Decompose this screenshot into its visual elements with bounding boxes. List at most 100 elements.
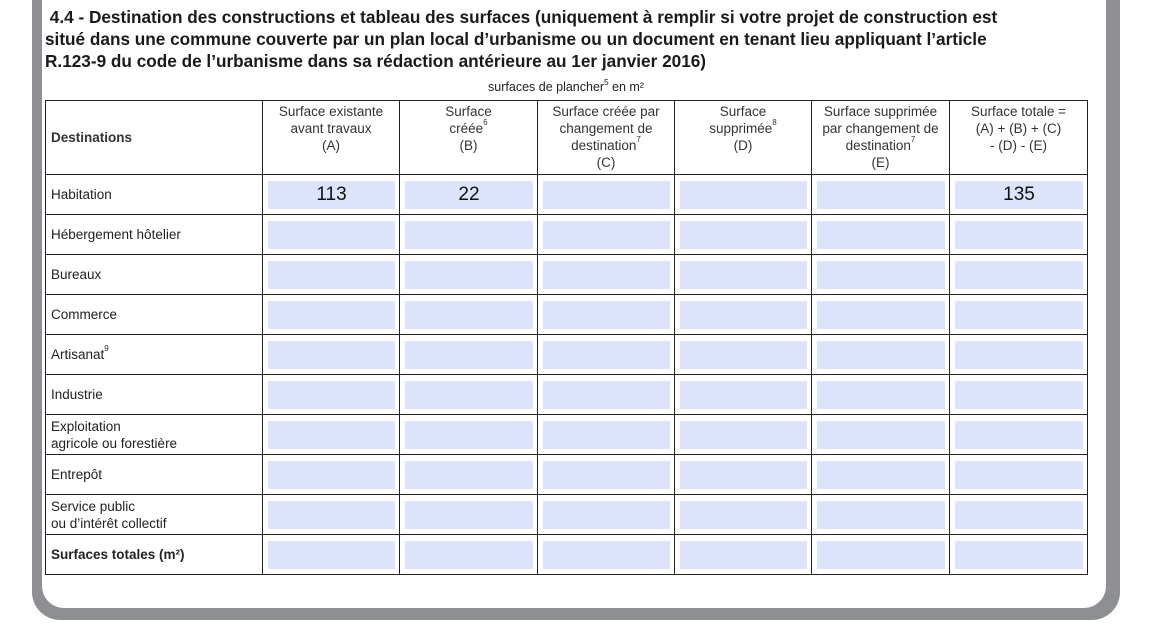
header-line: destination7: [812, 136, 949, 154]
surface-input[interactable]: [955, 220, 1083, 249]
surface-input[interactable]: [268, 420, 395, 449]
row-label: Hébergement hôtelier: [45, 214, 263, 255]
value-cell: [537, 534, 675, 575]
surface-input[interactable]: [955, 340, 1083, 369]
header-text: par changement de: [822, 121, 939, 136]
surface-input[interactable]: [543, 540, 670, 569]
value-cell: [811, 334, 950, 375]
surface-input[interactable]: [817, 340, 945, 369]
column-header: Surface totale = (A) + (B) + (C) - (D) - (…: [949, 100, 1088, 175]
row-label-line: Industrie: [51, 386, 262, 403]
surface-input[interactable]: [268, 380, 395, 409]
surface-input[interactable]: [268, 260, 395, 289]
surface-input[interactable]: [543, 340, 670, 369]
surface-input[interactable]: [955, 300, 1083, 329]
value-cell: [262, 294, 400, 335]
row-label-text: agricole ou forestière: [51, 435, 178, 451]
header-line: supprimée8: [675, 118, 811, 137]
surface-input[interactable]: [680, 220, 807, 249]
surface-input[interactable]: 135: [955, 180, 1083, 209]
row-label-line: Bureaux: [51, 266, 262, 283]
surface-input[interactable]: [817, 300, 945, 329]
header-text: créée: [449, 121, 484, 136]
surface-input[interactable]: [955, 380, 1083, 409]
row-label-text: Bureaux: [51, 267, 102, 282]
surface-input[interactable]: [955, 260, 1083, 289]
surface-input[interactable]: [817, 180, 945, 209]
surface-input[interactable]: [405, 380, 533, 409]
surface-input[interactable]: [955, 500, 1083, 529]
section-title-line: 4.4 - Destination des constructions et t…: [45, 7, 998, 27]
surface-input[interactable]: [405, 500, 533, 529]
surface-input[interactable]: [955, 460, 1083, 489]
value-cell: [674, 294, 812, 335]
surface-input[interactable]: [680, 340, 807, 369]
surface-input[interactable]: [405, 220, 533, 249]
surface-input[interactable]: [955, 420, 1083, 449]
surface-input[interactable]: [817, 380, 945, 409]
value-cell: [674, 414, 812, 455]
surface-input[interactable]: [268, 500, 395, 529]
surface-input[interactable]: [680, 460, 807, 489]
column-header: Surface supprimée par changement de destin…: [811, 100, 950, 175]
surfaces-table: Destinations Surface existante avant trava…: [45, 100, 1088, 575]
surface-input[interactable]: [405, 460, 533, 489]
surface-input[interactable]: [405, 300, 533, 329]
surface-input[interactable]: [817, 420, 945, 449]
surface-input[interactable]: [543, 220, 670, 249]
surface-input[interactable]: [543, 300, 670, 329]
surface-input[interactable]: 113: [268, 180, 395, 209]
surface-input[interactable]: 22: [405, 180, 533, 209]
surface-input[interactable]: [680, 500, 807, 529]
surface-input[interactable]: [405, 420, 533, 449]
surface-input[interactable]: [405, 260, 533, 289]
header-line: (B): [400, 137, 537, 154]
header-line: (A) + (B) + (C): [950, 120, 1087, 137]
surface-input[interactable]: [680, 380, 807, 409]
footnote-ref: 8: [772, 118, 777, 127]
header-text: (A) + (B) + (C): [975, 121, 1062, 136]
surface-input[interactable]: [817, 260, 945, 289]
value-cell: [811, 374, 950, 415]
surface-input[interactable]: [543, 500, 670, 529]
value-cell: [537, 494, 675, 535]
surface-input[interactable]: [543, 380, 670, 409]
surface-input[interactable]: [680, 540, 807, 569]
surface-input[interactable]: [817, 460, 945, 489]
surface-input[interactable]: [817, 220, 945, 249]
value-cell: [811, 294, 950, 335]
surface-input[interactable]: [680, 420, 807, 449]
surface-input[interactable]: [680, 260, 807, 289]
surface-input[interactable]: [405, 540, 533, 569]
value-cell: [399, 374, 538, 415]
surface-input[interactable]: [543, 460, 670, 489]
section-title-line: situé dans une commune couverte par un p…: [45, 29, 987, 49]
surface-input[interactable]: [268, 340, 395, 369]
value-cell: [949, 374, 1088, 415]
surface-input[interactable]: [405, 340, 533, 369]
header-line: Surface: [400, 103, 537, 120]
value-cell: [399, 254, 538, 295]
row-label: Artisanat9: [45, 334, 263, 375]
surface-input[interactable]: [268, 220, 395, 249]
surface-input[interactable]: [543, 260, 670, 289]
surface-input[interactable]: [680, 300, 807, 329]
surface-input[interactable]: [955, 540, 1083, 569]
surface-input[interactable]: [268, 540, 395, 569]
value-cell: [674, 334, 812, 375]
row-label-line: Commerce: [51, 306, 262, 323]
header-line: (E): [812, 154, 949, 171]
surface-input[interactable]: [543, 420, 670, 449]
surface-input[interactable]: [268, 300, 395, 329]
surface-input[interactable]: [268, 460, 395, 489]
header-text: Surface existante: [278, 104, 384, 119]
surface-input[interactable]: [543, 180, 670, 209]
surface-input[interactable]: [680, 180, 807, 209]
surface-input[interactable]: [817, 540, 945, 569]
header-text: Surface totale =: [971, 104, 1066, 119]
value-cell: [674, 494, 812, 535]
surface-input[interactable]: [817, 500, 945, 529]
unit-caption: surfaces de plancher5 en m²: [45, 79, 1087, 95]
row-label: Surfaces totales (m²): [45, 534, 263, 575]
value-cell: [811, 454, 950, 495]
